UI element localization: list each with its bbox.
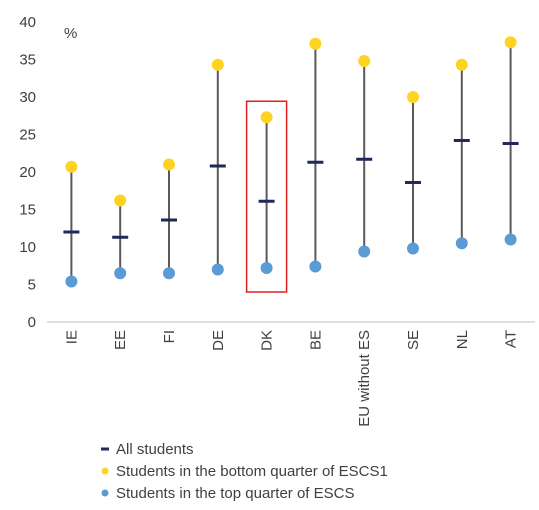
point-bottom-quarter <box>114 194 127 207</box>
x-tick-label: AT <box>503 330 520 348</box>
y-tick-label: 30 <box>19 89 36 106</box>
y-tick-label: 5 <box>28 277 36 294</box>
point-bottom-quarter <box>260 111 273 124</box>
x-tick-label: NL <box>454 330 471 349</box>
point-top-quarter <box>455 237 468 250</box>
legend: All students Students in the bottom quart… <box>101 441 388 502</box>
point-bottom-quarter <box>455 58 468 71</box>
legend-label: Students in the top quarter of ESCS <box>116 485 354 502</box>
x-tick-label: EE <box>112 330 129 350</box>
point-top-quarter <box>260 262 273 274</box>
x-tick-label: BE <box>307 330 324 350</box>
legend-label: Students in the bottom quarter of ESCS1 <box>116 463 388 480</box>
point-top-quarter <box>504 233 517 246</box>
x-tick-label: EU without ES <box>356 330 373 427</box>
point-top-quarter <box>309 260 322 273</box>
legend-label: All students <box>116 441 194 458</box>
y-tick-label: 20 <box>19 164 36 181</box>
x-axis-ticks: IE EE FI DE DK BE EU without ES SE NL AT <box>63 330 519 427</box>
highlight-box <box>245 100 288 293</box>
y-tick-label: 40 <box>19 14 36 31</box>
y-tick-label: 25 <box>19 127 36 144</box>
point-bottom-quarter <box>309 37 322 50</box>
point-top-quarter <box>407 242 419 255</box>
x-tick-label: FI <box>161 330 178 343</box>
y-tick-label: 35 <box>19 52 36 69</box>
x-tick-label: SE <box>405 330 422 350</box>
point-bottom-quarter <box>407 91 419 103</box>
point-bottom-quarter <box>65 160 78 173</box>
unit-label: % <box>64 25 77 42</box>
data-points <box>63 36 519 288</box>
x-tick-label: IE <box>63 330 80 344</box>
y-tick-label: 10 <box>19 239 36 256</box>
y-axis-ticks: 0 5 10 15 20 25 30 35 40 <box>19 14 36 331</box>
point-top-quarter <box>211 263 224 276</box>
point-top-quarter <box>114 267 127 280</box>
x-tick-label: DK <box>259 330 276 351</box>
x-tick-label: DE <box>210 330 227 351</box>
point-top-quarter <box>163 267 175 280</box>
point-bottom-quarter <box>504 36 517 49</box>
y-tick-label: 15 <box>19 202 36 219</box>
point-top-quarter <box>65 275 78 288</box>
point-bottom-quarter <box>358 55 371 67</box>
point-bottom-quarter <box>163 158 175 171</box>
y-tick-label: 0 <box>28 314 36 331</box>
legend-marker <box>101 467 109 475</box>
point-top-quarter <box>358 245 371 258</box>
point-bottom-quarter <box>211 58 224 71</box>
legend-marker <box>101 489 109 497</box>
range-lines <box>70 42 512 282</box>
